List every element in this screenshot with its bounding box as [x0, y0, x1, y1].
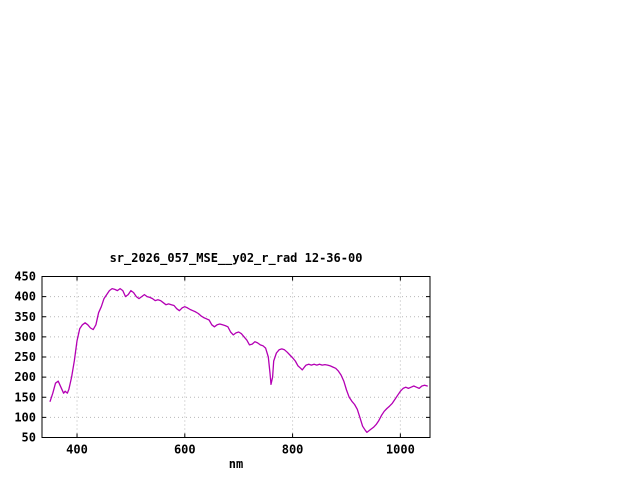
y-tick-label: 350	[14, 310, 36, 324]
x-tick-label: 600	[174, 443, 196, 457]
y-tick-label: 250	[14, 350, 36, 364]
grid-lines	[42, 276, 430, 438]
y-tick-label: 100	[14, 410, 36, 424]
x-tick-label: 800	[282, 443, 304, 457]
chart-title: sr_2026_057_MSE__y02_r_rad 12-36-00	[110, 251, 363, 266]
x-tick-label: 400	[66, 443, 88, 457]
series-line	[49, 287, 428, 433]
y-tick-label: 450	[14, 270, 36, 284]
spectrum-line	[49, 287, 428, 433]
axis-ticks	[42, 276, 430, 438]
y-tick-label: 50	[22, 431, 36, 445]
y-tick-label: 400	[14, 290, 36, 304]
y-tick-label: 200	[14, 370, 36, 384]
y-tick-label: 300	[14, 330, 36, 344]
axis-tick-labels: 400 600 800 1000 50 100 150 200 250 300 350 400 450	[14, 270, 415, 457]
x-tick-label: 1000	[386, 443, 415, 457]
plot-border-rect	[41, 276, 431, 438]
x-axis-label: nm	[229, 457, 243, 471]
y-tick-label: 150	[14, 390, 36, 404]
plot-border	[41, 276, 431, 438]
